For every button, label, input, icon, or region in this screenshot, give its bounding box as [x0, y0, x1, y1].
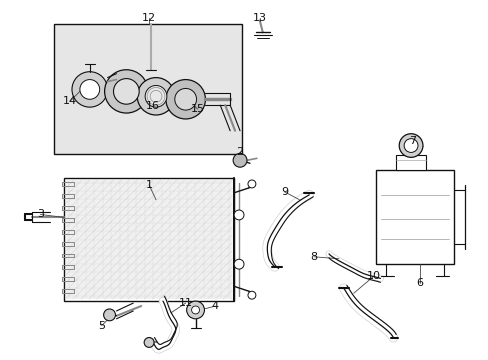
- Text: 5: 5: [98, 321, 105, 331]
- Text: 15: 15: [190, 104, 204, 114]
- Text: 8: 8: [310, 252, 317, 262]
- Text: 13: 13: [252, 13, 266, 23]
- Circle shape: [186, 301, 204, 319]
- Text: 14: 14: [63, 96, 77, 106]
- Circle shape: [234, 210, 244, 220]
- Text: 3: 3: [37, 210, 44, 220]
- Text: 11: 11: [178, 298, 192, 308]
- Circle shape: [404, 139, 417, 152]
- Text: 9: 9: [281, 187, 287, 197]
- Circle shape: [191, 306, 199, 314]
- Bar: [66, 180, 232, 299]
- Circle shape: [144, 338, 154, 347]
- FancyBboxPatch shape: [54, 24, 242, 154]
- Circle shape: [174, 89, 196, 110]
- Circle shape: [233, 153, 246, 167]
- Circle shape: [165, 80, 205, 119]
- Bar: [64, 178, 234, 301]
- Circle shape: [398, 134, 422, 157]
- Circle shape: [247, 291, 255, 299]
- Text: 12: 12: [142, 13, 156, 23]
- Text: 4: 4: [211, 301, 219, 311]
- Circle shape: [103, 309, 115, 321]
- Circle shape: [113, 78, 139, 104]
- Text: 16: 16: [146, 101, 160, 111]
- Circle shape: [137, 78, 174, 115]
- Text: 7: 7: [408, 136, 416, 145]
- Circle shape: [247, 180, 255, 188]
- Text: 2: 2: [236, 148, 243, 157]
- Bar: [376, 170, 453, 264]
- Circle shape: [104, 70, 148, 113]
- Circle shape: [72, 72, 107, 107]
- Circle shape: [234, 259, 244, 269]
- Text: 1: 1: [145, 180, 152, 190]
- Text: 10: 10: [366, 271, 380, 282]
- Circle shape: [80, 80, 100, 99]
- Text: 6: 6: [416, 278, 423, 288]
- Bar: [395, 156, 425, 170]
- Circle shape: [145, 85, 166, 107]
